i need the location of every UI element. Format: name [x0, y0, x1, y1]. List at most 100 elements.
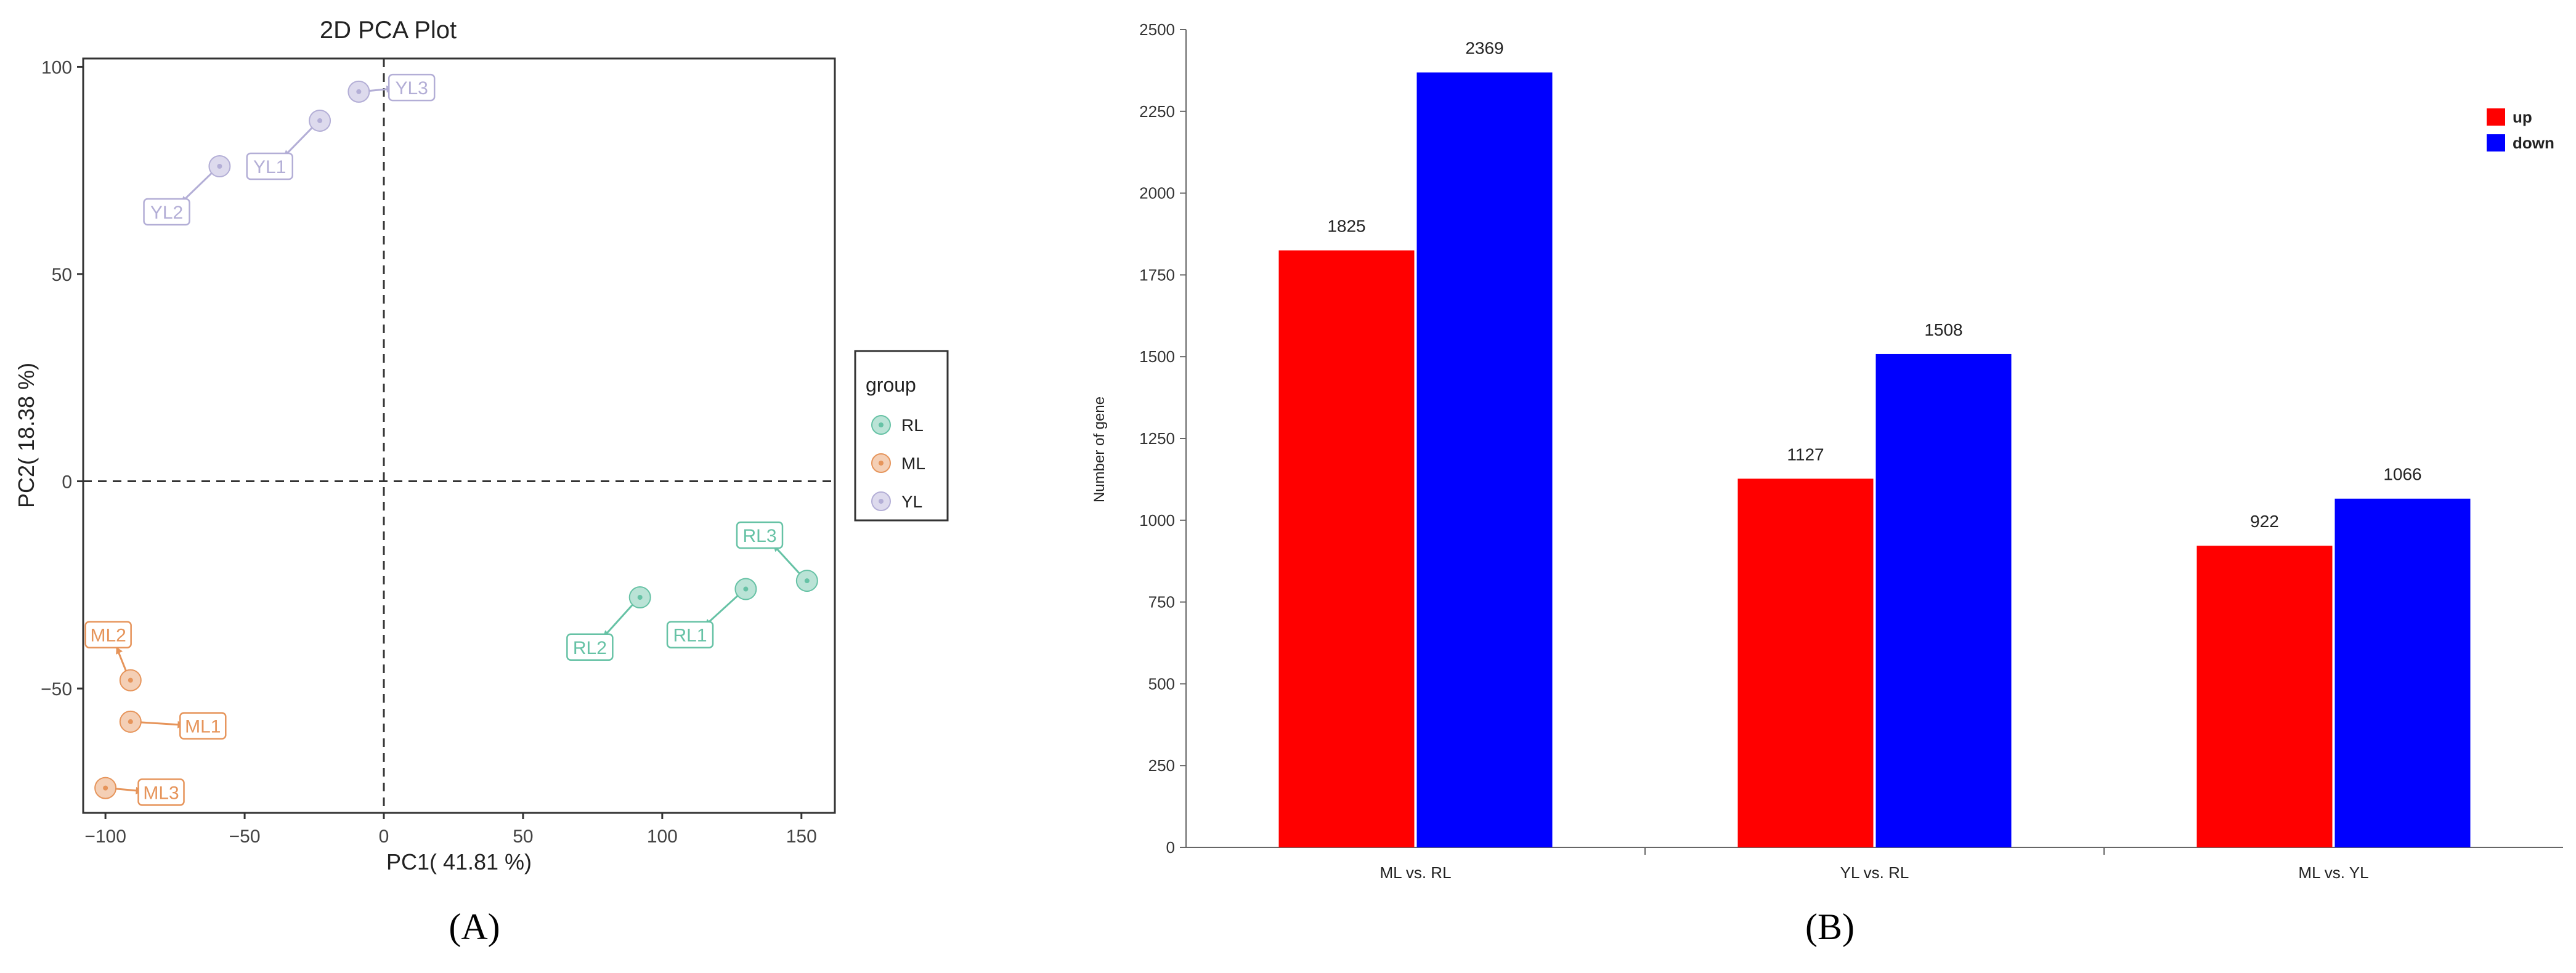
bar-up	[1737, 478, 1874, 847]
bar-marks	[1278, 72, 2471, 848]
point-label-box	[666, 621, 714, 648]
point-connector	[602, 604, 634, 639]
point-label: RL1	[673, 626, 707, 646]
bar-value-label: 1127	[1787, 445, 1824, 464]
point-label-box	[84, 621, 132, 648]
y-tick-label: 2250	[1139, 102, 1175, 121]
point-label-box	[566, 633, 614, 661]
bar-value-label: 922	[2250, 512, 2279, 531]
point-label-box	[137, 778, 185, 806]
bar-up	[2196, 546, 2333, 847]
bar-category-labels: ML vs. RL YL vs. RL ML vs. YL	[1379, 863, 2368, 882]
category-label: ML vs. RL	[1379, 863, 1451, 882]
point-connector	[704, 594, 739, 627]
bar-value-labels: 1825 2369 1127 1508 922 1066	[1327, 39, 2421, 531]
point-label: ML1	[185, 717, 221, 737]
pca-y-axis-label: PC2( 18.38 %)	[14, 363, 39, 508]
y-tick-label: 100	[41, 57, 72, 78]
pca-chart: 2D PCA Plot −100 −50 0 50 100 150 −50 0 50 100 RL…	[14, 17, 949, 874]
data-point-center	[743, 586, 749, 592]
bar-value-label: 1066	[2383, 465, 2421, 484]
bar-down	[2334, 498, 2471, 847]
y-tick-label: 1500	[1139, 347, 1175, 366]
point-label-box	[736, 521, 784, 549]
y-tick-label: 1750	[1139, 265, 1175, 284]
data-point-center	[128, 719, 133, 724]
bar-y-axis-label: Number of gene	[1091, 397, 1108, 503]
point-label-box	[143, 198, 190, 226]
y-tick-label: 1250	[1139, 429, 1175, 448]
bar-value-label: 1508	[1924, 320, 1962, 339]
deg-bar-chart: 0 250 500 750 1000 1250 1500 1750 2000 2250 2500 1…	[1091, 20, 2563, 882]
pca-legend-items: RL ML YL	[871, 415, 925, 511]
category-label: YL vs. RL	[1840, 863, 1909, 882]
pca-legend-box	[854, 350, 949, 522]
x-tick-label: 100	[647, 826, 678, 847]
y-tick-label: 500	[1148, 674, 1175, 693]
point-connector	[140, 721, 185, 726]
bar-up	[1278, 250, 1415, 847]
pca-axis-ticks: −100 −50 0 50 100 150 −50 0 50 100	[41, 57, 817, 847]
point-label: YL1	[253, 157, 286, 177]
legend-marker-center	[879, 499, 884, 504]
point-connector	[180, 172, 213, 204]
data-point-center	[128, 677, 133, 683]
point-label-box	[388, 73, 436, 102]
data-point-center	[804, 578, 810, 584]
connector-arrowhead	[116, 647, 123, 655]
category-label: ML vs. YL	[2298, 863, 2368, 882]
data-point-center	[217, 164, 222, 169]
bar-down	[1875, 353, 2012, 847]
panel-label-b: (B)	[1805, 906, 1855, 947]
legend-marker-center	[879, 422, 884, 427]
bar-legend: up down	[2487, 108, 2554, 152]
pca-reference-lines	[83, 59, 835, 813]
legend-swatch-up	[2487, 108, 2505, 126]
bar-value-label: 1825	[1327, 217, 1365, 236]
point-label: YL2	[150, 203, 183, 223]
pca-x-axis-label: PC1( 41.81 %)	[386, 849, 532, 874]
bar-down	[1416, 72, 1553, 848]
legend-swatch-down	[2487, 134, 2505, 151]
legend-entry-label: down	[2513, 134, 2554, 152]
point-label: ML3	[143, 783, 179, 803]
point-label: YL3	[395, 78, 428, 99]
y-tick-label: 0	[62, 472, 72, 493]
y-tick-label: 750	[1148, 593, 1175, 612]
data-point-center	[637, 595, 643, 600]
x-tick-label: 150	[786, 826, 817, 847]
legend-entry-label: RL	[901, 416, 924, 435]
point-label: ML2	[90, 626, 126, 646]
pca-points	[94, 80, 818, 799]
x-tick-label: −100	[84, 826, 126, 847]
pca-plot-area	[82, 57, 836, 814]
pca-legend-title: group	[866, 374, 916, 396]
pca-legend: group RL ML YL	[854, 350, 949, 522]
pca-title: 2D PCA Plot	[320, 17, 457, 44]
legend-entry-label: up	[2513, 108, 2532, 126]
pca-point-labels: RL1 RL2 RL3 ML1 ML2 ML3 YL1 YL2 YL3	[84, 73, 784, 806]
x-tick-label: 50	[513, 826, 533, 847]
legend-marker-center	[879, 461, 884, 466]
y-tick-label: 1000	[1139, 511, 1175, 530]
x-tick-label: −50	[229, 826, 261, 847]
y-tick-label: 2500	[1139, 20, 1175, 39]
y-tick-label: 250	[1148, 756, 1175, 775]
y-tick-label: −50	[41, 679, 72, 700]
bar-value-label: 2369	[1465, 39, 1503, 58]
data-point-center	[317, 118, 323, 123]
point-label-box	[179, 712, 227, 740]
y-tick-label: 50	[52, 265, 72, 285]
panel-label-a: (A)	[449, 906, 500, 947]
legend-entry-label: YL	[901, 492, 922, 511]
data-point-center	[356, 89, 362, 94]
bar-y-axis: 0 250 500 750 1000 1250 1500 1750 2000 2250 2500	[1139, 20, 2563, 857]
data-point-center	[103, 785, 108, 791]
point-connector	[282, 126, 314, 158]
point-label-box	[246, 152, 293, 180]
y-tick-label: 0	[1166, 838, 1175, 857]
legend-entry-label: ML	[901, 454, 925, 473]
point-label: RL3	[742, 526, 776, 546]
point-label: RL2	[573, 638, 607, 658]
x-tick-label: 0	[379, 826, 389, 847]
